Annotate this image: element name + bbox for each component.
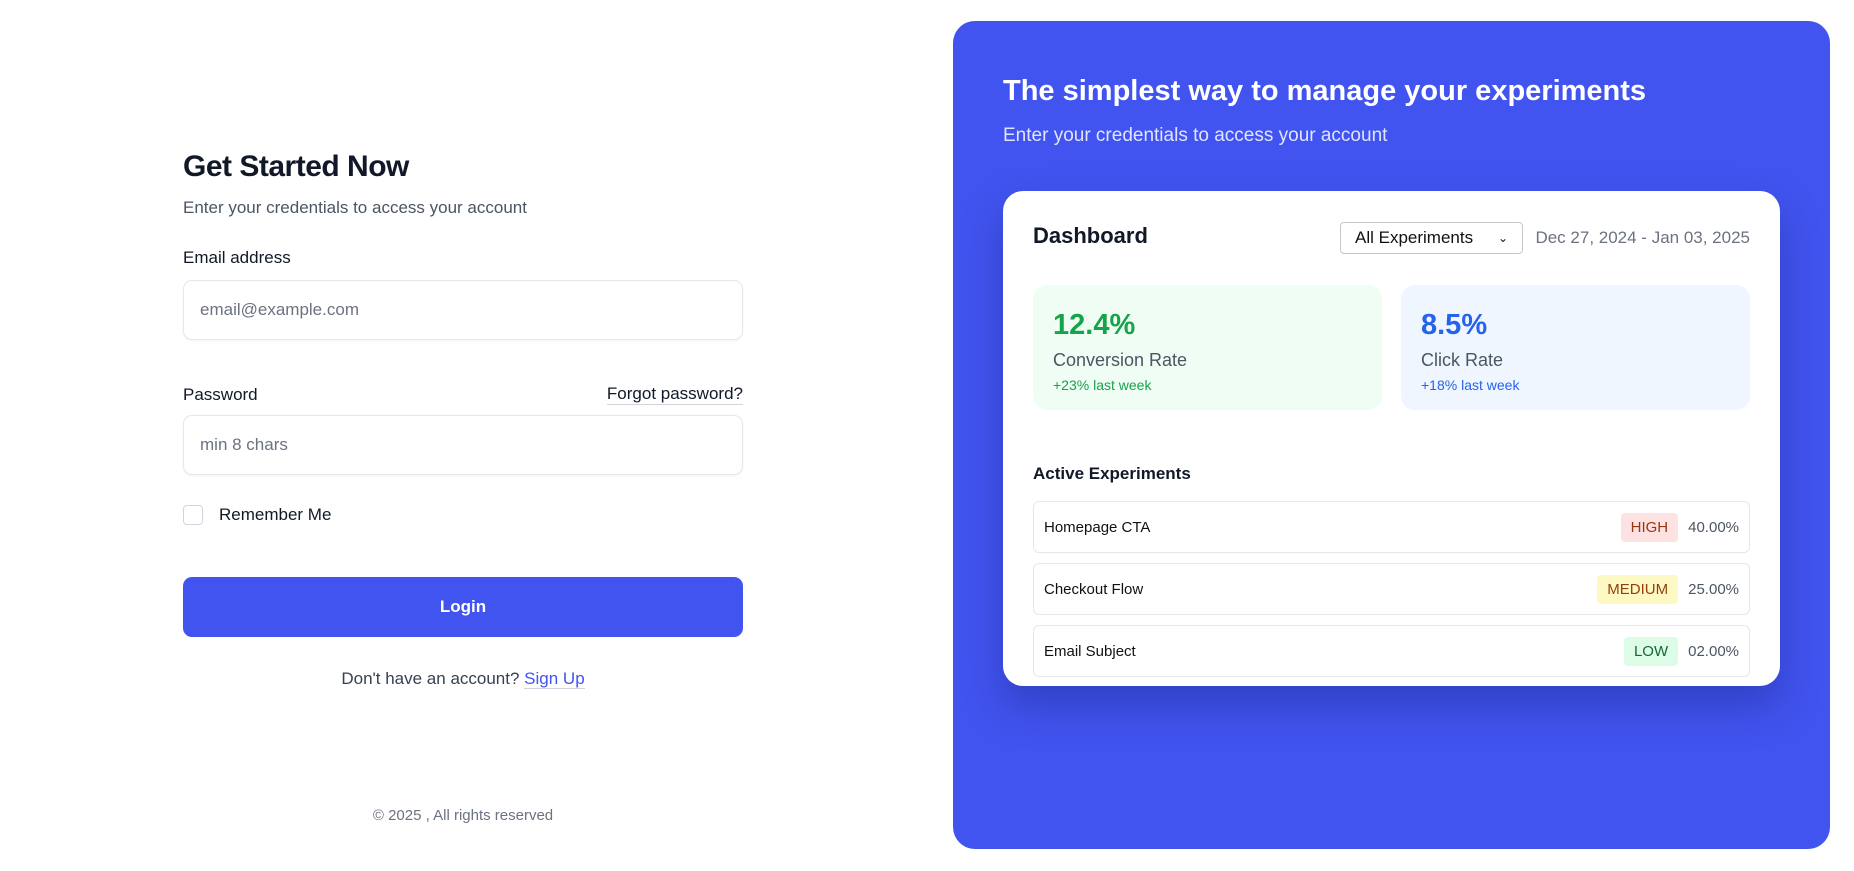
login-button[interactable]: Login <box>183 577 743 637</box>
experiment-percent: 25.00% <box>1688 580 1739 598</box>
stat-change: +23% last week <box>1053 377 1152 393</box>
priority-badge: HIGH <box>1620 512 1679 542</box>
password-input[interactable] <box>183 415 743 475</box>
email-input[interactable] <box>183 280 743 340</box>
stat-label: Conversion Rate <box>1053 350 1188 370</box>
experiment-row[interactable]: Email Subject LOW 02.00% <box>1033 625 1750 677</box>
remember-me[interactable]: Remember Me <box>183 505 743 525</box>
login-form: Get Started Now Enter your credentials t… <box>183 150 743 689</box>
stat-value: 8.5% <box>1421 309 1488 341</box>
footer-copyright: © 2025 , All rights reserved <box>372 807 554 824</box>
remember-me-label: Remember Me <box>219 505 332 524</box>
filter-selected: All Experiments <box>1355 228 1474 247</box>
password-label: Password <box>183 384 258 404</box>
experiment-name: Homepage CTA <box>1044 518 1151 536</box>
experiment-filter-select[interactable]: All Experiments ⌄ <box>1340 222 1523 254</box>
experiment-percent: 02.00% <box>1688 642 1739 660</box>
signup-link[interactable]: Sign Up <box>524 669 585 689</box>
promo-title: The simplest way to manage your experime… <box>1003 75 1647 107</box>
stat-label: Click Rate <box>1421 350 1504 370</box>
promo-subtitle: Enter your credentials to access your ac… <box>1003 125 1388 146</box>
chevron-down-icon: ⌄ <box>1497 231 1508 245</box>
priority-badge: MEDIUM <box>1597 574 1679 604</box>
signup-prompt-row: Don't have an account? Sign Up <box>183 669 743 689</box>
experiment-name: Email Subject <box>1044 642 1136 660</box>
remember-me-checkbox[interactable] <box>183 505 203 525</box>
experiment-percent: 40.00% <box>1688 518 1739 536</box>
stat-value: 12.4% <box>1053 309 1136 341</box>
stat-change: +18% last week <box>1421 377 1520 393</box>
stat-card-conversion: 12.4% Conversion Rate +23% last week <box>1033 285 1382 410</box>
page-title: Get Started Now <box>183 150 409 183</box>
email-label: Email address <box>183 248 291 267</box>
page-subtitle: Enter your credentials to access your ac… <box>183 198 527 217</box>
priority-badge: LOW <box>1623 636 1679 666</box>
dashboard-card: Dashboard All Experiments ⌄ Dec 27, 2024… <box>1003 191 1780 686</box>
date-range: Dec 27, 2024 - Jan 03, 2025 <box>1535 228 1750 247</box>
dashboard-title: Dashboard <box>1033 223 1148 248</box>
experiment-row[interactable]: Checkout Flow MEDIUM 25.00% <box>1033 563 1750 615</box>
signup-prompt: Don't have an account? <box>341 669 520 688</box>
promo-panel: The simplest way to manage your experime… <box>953 21 1830 849</box>
experiment-name: Checkout Flow <box>1044 580 1144 598</box>
experiment-row[interactable]: Homepage CTA HIGH 40.00% <box>1033 501 1750 553</box>
active-experiments-title: Active Experiments <box>1033 464 1191 483</box>
stat-card-click: 8.5% Click Rate +18% last week <box>1401 285 1750 410</box>
forgot-password-link[interactable]: Forgot password? <box>606 384 743 405</box>
